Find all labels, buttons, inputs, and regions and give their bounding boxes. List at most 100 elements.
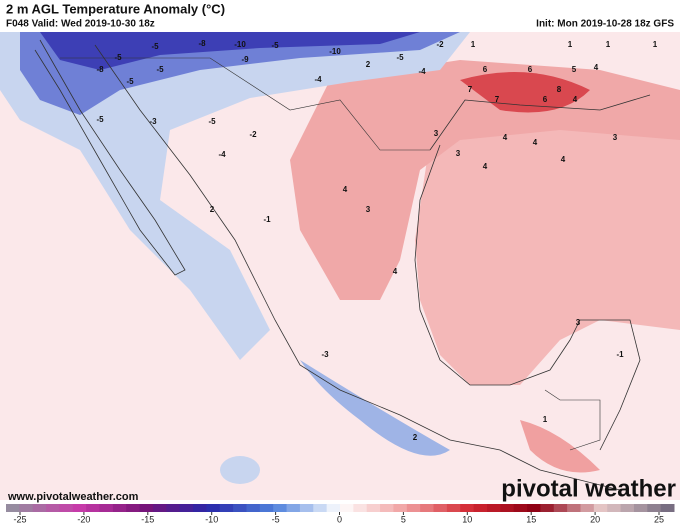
map-label: 6: [483, 65, 488, 74]
map-label: 3: [456, 149, 461, 158]
colorbar-cell: [233, 504, 247, 512]
map-label: -2: [249, 130, 257, 139]
map-shading: [0, 32, 680, 484]
colorbar-cell: [406, 504, 421, 512]
colorbar-tick-label: 0: [337, 514, 342, 524]
map-label: -3: [149, 117, 157, 126]
valid-time: F048 Valid: Wed 2019-10-30 18z: [6, 19, 155, 30]
colorbar-tick-label: 25: [654, 514, 664, 524]
colorbar-cell: [32, 504, 47, 512]
map-label: 6: [543, 95, 548, 104]
colorbar-cell: [633, 504, 648, 512]
map-label: -5: [271, 41, 279, 50]
colorbar-cell: [273, 504, 288, 512]
map-label: 3: [613, 133, 618, 142]
map-label: 1: [606, 40, 611, 49]
colorbar-cell: [660, 504, 675, 512]
logo: pivotal weather: [501, 475, 676, 502]
colorbar-cell: [286, 504, 301, 512]
colorbar-cell: [46, 504, 60, 512]
colorbar-cell: [580, 504, 595, 512]
colorbar-tick-label: 5: [401, 514, 406, 524]
map-label: -5: [396, 53, 404, 62]
colorbar-cell: [567, 504, 581, 512]
colorbar-cell: [259, 504, 274, 512]
colorbar-cell: [112, 504, 127, 512]
colorbar-cell: [99, 504, 114, 512]
map-label: 2: [210, 205, 215, 214]
colorbar-cell: [6, 504, 20, 512]
map-label: -8: [96, 65, 104, 74]
colorbar-cell: [527, 504, 541, 512]
map-label: -4: [314, 75, 322, 84]
map-label: -3: [321, 350, 329, 359]
colorbar-cell: [139, 504, 154, 512]
map-label: -1: [263, 215, 271, 224]
map-label: -5: [208, 117, 216, 126]
colorbar-cell: [553, 504, 568, 512]
map-label: -1: [616, 350, 624, 359]
map-label: -4: [418, 67, 426, 76]
colorbar-cell: [647, 504, 662, 512]
colorbar-cell: [72, 504, 87, 512]
colorbar-cell: [433, 504, 448, 512]
colorbar-cell: [446, 504, 461, 512]
colorbar-tick-label: -5: [272, 514, 280, 524]
colorbar-tick-label: 10: [462, 514, 472, 524]
colorbar-cell: [246, 504, 261, 512]
colorbar-cell: [486, 504, 501, 512]
map-label: -2: [436, 40, 444, 49]
colorbar-cell: [500, 504, 515, 512]
colorbar-cell: [607, 504, 622, 512]
colorbar-cell: [460, 504, 475, 512]
map-label: 3: [366, 205, 371, 214]
colorbar-tick-label: -15: [141, 514, 154, 524]
colorbar-cell: [313, 504, 328, 512]
colorbar-cell: [366, 504, 381, 512]
coastlines: [34, 39, 651, 491]
title: 2 m AGL Temperature Anomaly (°C): [6, 1, 225, 16]
colorbar-cell: [166, 504, 181, 512]
map-label: 4: [594, 63, 599, 72]
colorbar-tick-label: -10: [205, 514, 218, 524]
map-label: 4: [561, 155, 566, 164]
colorbar-cell: [353, 504, 368, 512]
map-label: 7: [468, 85, 473, 94]
map-label: 8: [557, 85, 562, 94]
colorbar-cell: [420, 504, 435, 512]
colorbar-cell: [206, 504, 221, 512]
colorbar-cell: [620, 504, 635, 512]
map-label: 4: [503, 133, 508, 142]
colorbar-cell: [86, 504, 101, 512]
colorbar-cell: [126, 504, 141, 512]
map-label: 4: [393, 267, 398, 276]
colorbar-cell: [380, 504, 394, 512]
map-label: 1: [471, 40, 476, 49]
map-label: 4: [533, 138, 538, 147]
map-label: 2: [413, 433, 418, 442]
map-label: 4: [343, 185, 348, 194]
map-label: -4: [218, 150, 226, 159]
map-label: 4: [483, 162, 488, 171]
map-label: -10: [234, 40, 246, 49]
map-label: 1: [543, 415, 548, 424]
colorbar-cell: [593, 504, 608, 512]
map-label: -8: [198, 39, 206, 48]
map-label: -5: [151, 42, 159, 51]
colorbar-cell: [219, 504, 234, 512]
colorbar-cell: [59, 504, 74, 512]
map-label: -9: [241, 55, 249, 64]
map-label: 3: [434, 129, 439, 138]
map-label: 1: [653, 40, 658, 49]
map-label: -5: [96, 115, 104, 124]
colorbar-cell: [513, 504, 528, 512]
colorbar-cell: [193, 504, 207, 512]
map-label: -5: [126, 77, 134, 86]
colorbar-tick-label: 20: [590, 514, 600, 524]
map-label: 2: [366, 60, 371, 69]
map-label: 7: [495, 95, 500, 104]
colorbar-cell: [393, 504, 408, 512]
map-label: 5: [572, 65, 577, 74]
map-label: -5: [156, 65, 164, 74]
